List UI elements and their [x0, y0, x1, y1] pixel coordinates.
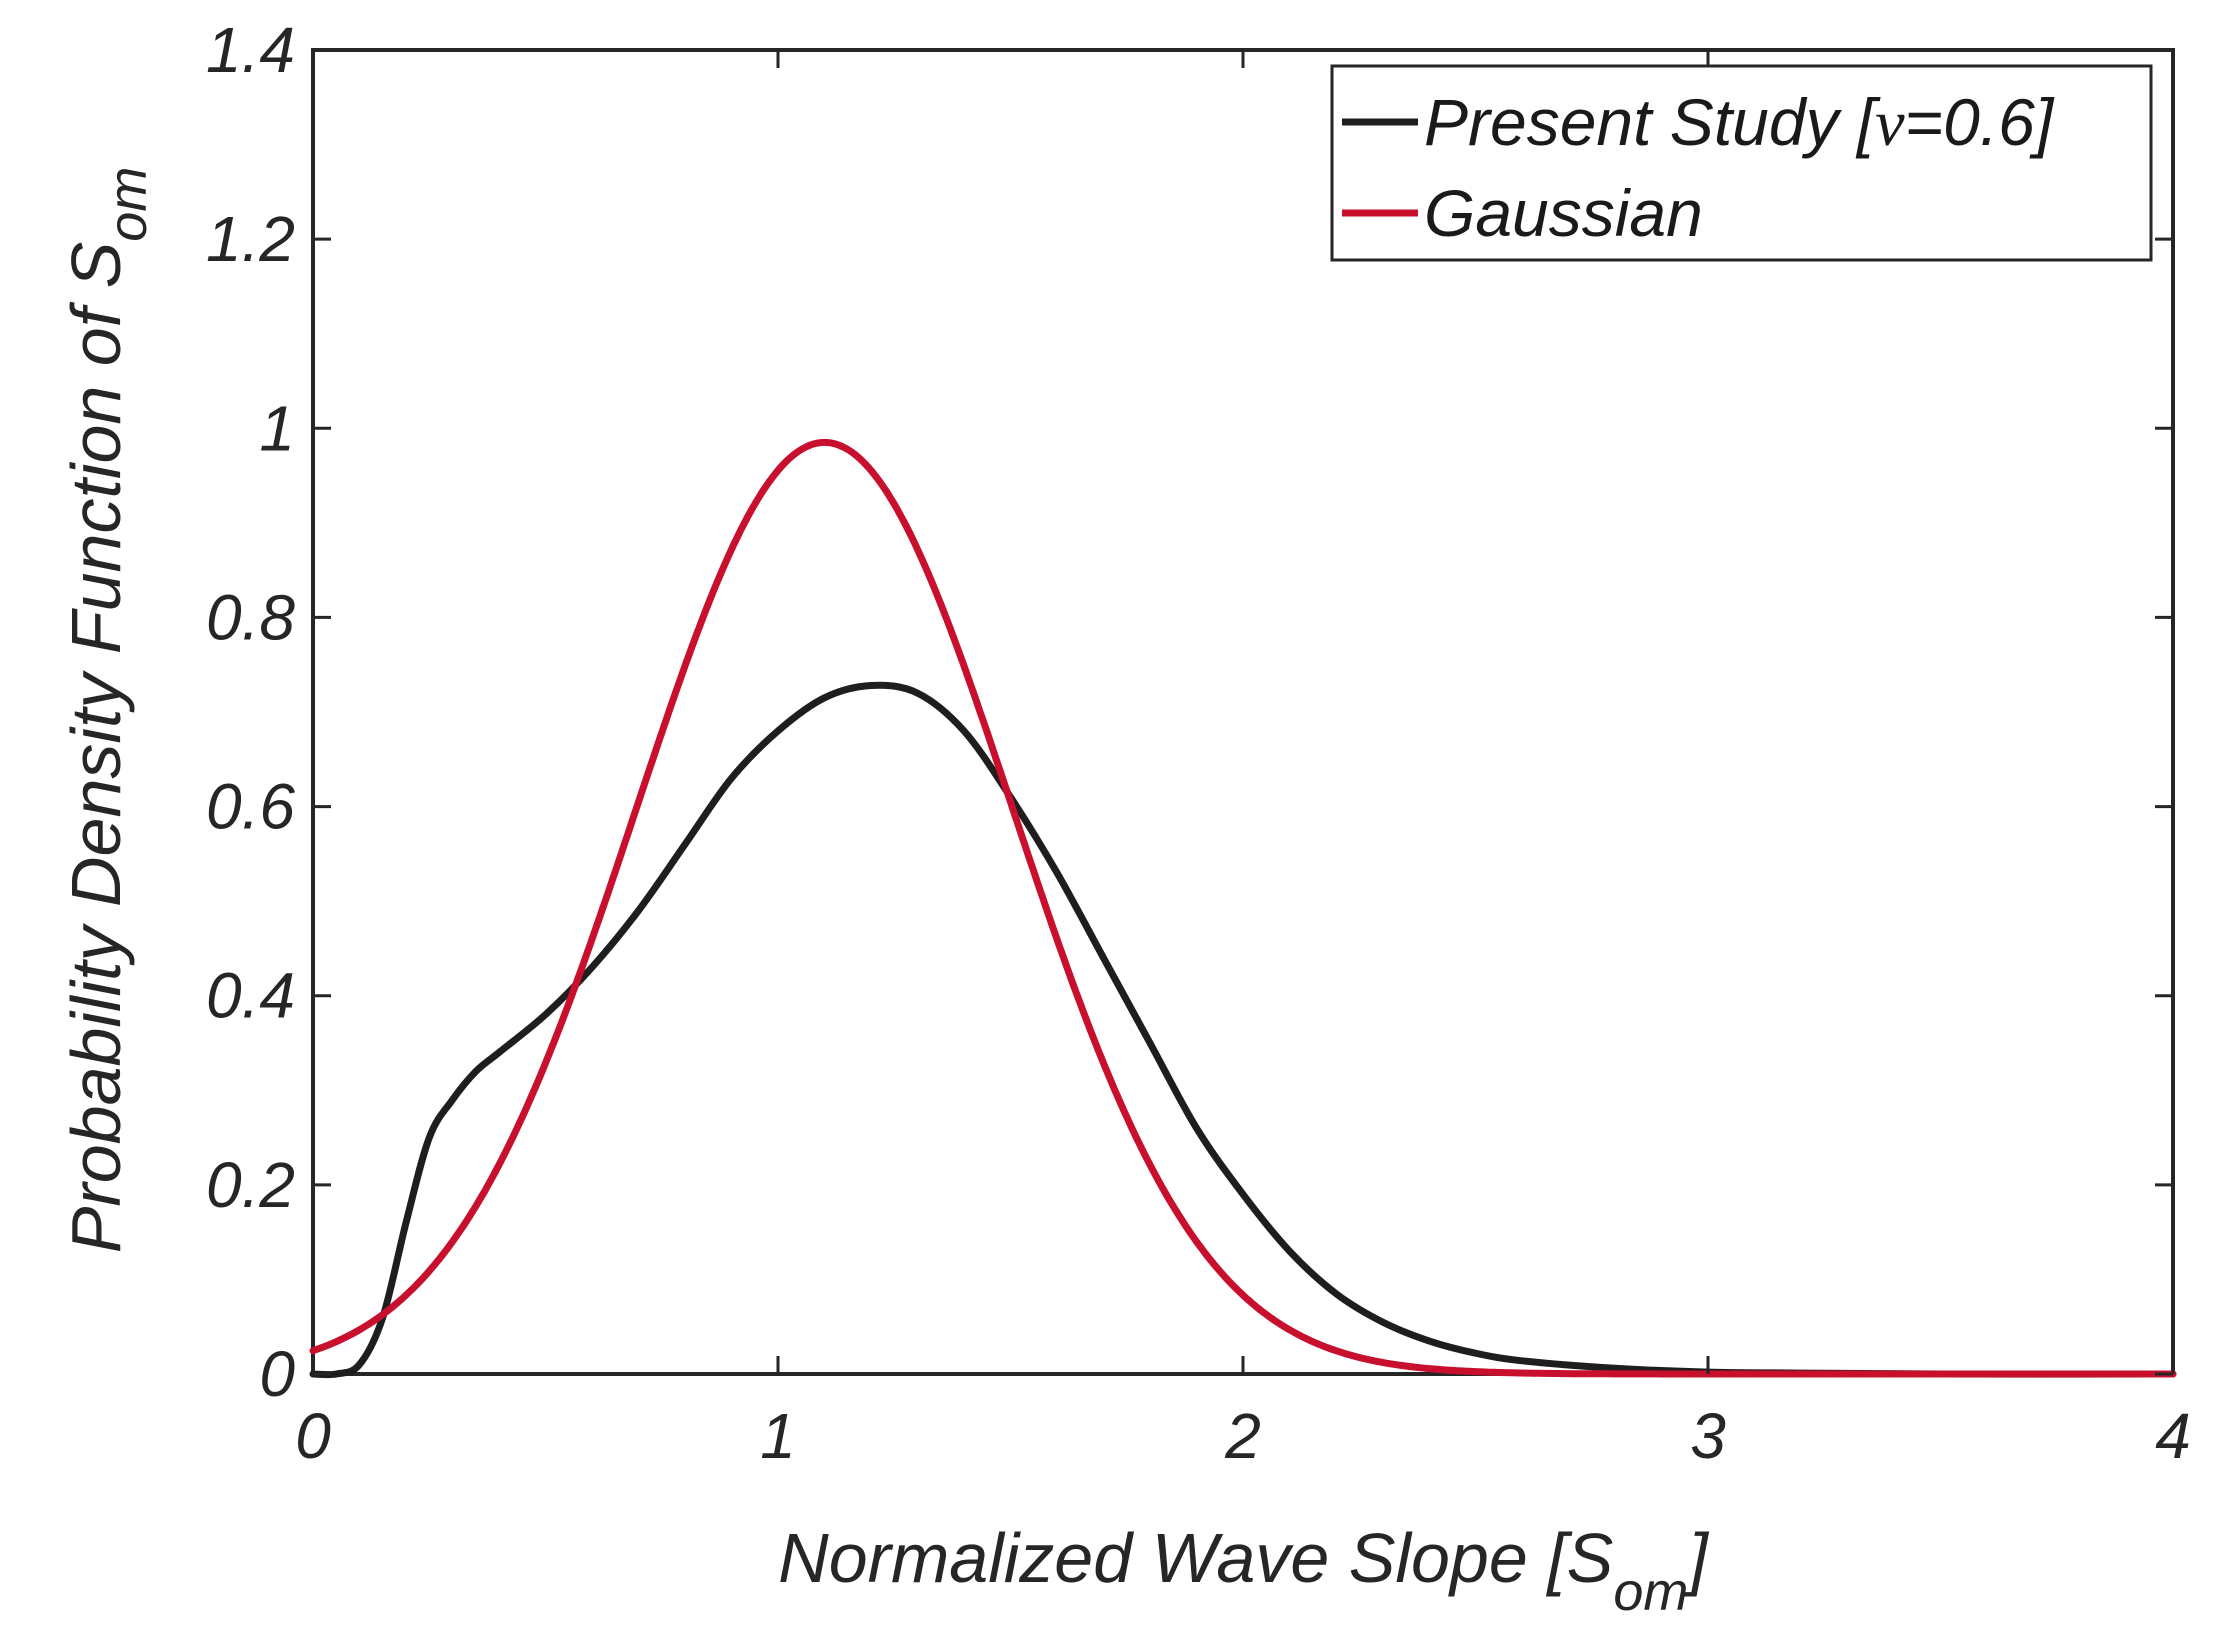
y-tick-label-0: 0 — [259, 1338, 295, 1410]
y-tick-label-5: 1 — [259, 392, 295, 464]
x-tick-label-2: 2 — [1224, 1400, 1261, 1472]
legend-label-present-study-symbol: ν — [1875, 87, 1905, 160]
x-axis-title: Normalized Wave Slope [Som] — [778, 1519, 1709, 1622]
y-tick-label-7: 1.4 — [206, 14, 295, 86]
x-axis-title-main: Normalized Wave Slope [S — [778, 1519, 1613, 1597]
y-axis-title-main: Probability Density Function of S — [57, 242, 135, 1254]
y-axis-title-subscript: om — [98, 167, 158, 242]
y-tick-label-2: 0.4 — [206, 960, 295, 1032]
x-tick-label-3: 3 — [1690, 1400, 1726, 1472]
series-layer — [309, 438, 2177, 1379]
x-tick-label-4: 4 — [2155, 1400, 2191, 1472]
y-axis-title: Probability Density Function of Som — [57, 167, 158, 1254]
y-tick-label-4: 0.8 — [206, 581, 295, 653]
legend-label-gaussian: Gaussian — [1424, 176, 1703, 250]
legend-label-present-study: Present Study [ν=0.6] — [1424, 85, 2055, 160]
series-line-present-study — [309, 681, 2177, 1379]
x-tick-label-1: 1 — [760, 1400, 796, 1472]
y-tick-label-3: 0.6 — [206, 771, 295, 843]
legend-label-present-study-prefix: Present Study [ — [1424, 85, 1881, 159]
ticks-layer: 0 1 2 3 4 0 0.2 0.4 0.6 0.8 1 1.2 1.4 — [206, 14, 2191, 1472]
y-tick-label-6: 1.2 — [206, 203, 295, 275]
x-tick-label-0: 0 — [295, 1400, 331, 1472]
legend: Present Study [ν=0.6] Gaussian — [1330, 64, 2153, 262]
x-axis-title-subscript: om — [1613, 1562, 1688, 1622]
legend-box — [1330, 64, 2153, 262]
series-line-gaussian — [309, 438, 2177, 1378]
legend-label-present-study-suffix: =0.6] — [1905, 85, 2055, 159]
y-tick-label-1: 0.2 — [206, 1149, 295, 1221]
